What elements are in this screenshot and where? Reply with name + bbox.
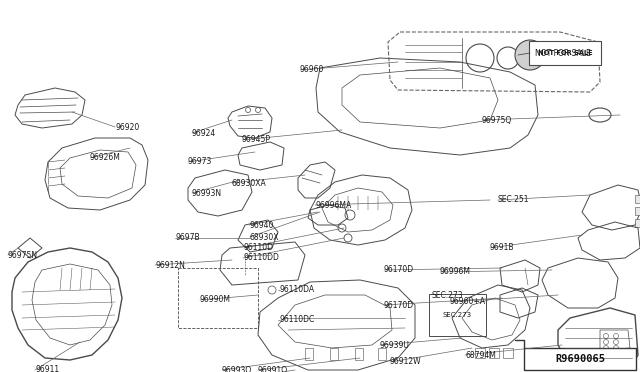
Text: 96991Q: 96991Q	[258, 366, 288, 372]
Text: 96945P: 96945P	[242, 135, 271, 144]
Text: 96975Q: 96975Q	[482, 115, 512, 125]
Text: 96990M: 96990M	[200, 295, 231, 305]
Text: 96993Q: 96993Q	[222, 366, 252, 372]
FancyBboxPatch shape	[524, 348, 636, 370]
Text: 96940: 96940	[249, 221, 273, 230]
Text: 96920: 96920	[115, 122, 140, 131]
Text: 96911: 96911	[35, 366, 59, 372]
Circle shape	[515, 40, 545, 70]
Text: 96996MA: 96996MA	[315, 201, 351, 209]
Text: 96926M: 96926M	[90, 154, 121, 163]
Text: 96960+A: 96960+A	[450, 298, 486, 307]
Text: NOT FOR SALE: NOT FOR SALE	[538, 50, 592, 56]
Text: 96924: 96924	[192, 128, 216, 138]
Text: 9697B: 9697B	[175, 234, 200, 243]
Text: R9690065: R9690065	[555, 354, 605, 364]
Text: 96975N: 96975N	[8, 250, 38, 260]
Text: 96110DC: 96110DC	[280, 315, 316, 324]
Text: SEC.273: SEC.273	[442, 312, 472, 318]
Text: 96170D: 96170D	[384, 301, 414, 310]
Text: 68930X: 68930X	[250, 232, 280, 241]
Text: 96110DD: 96110DD	[243, 253, 279, 263]
Bar	[635, 207, 640, 215]
Text: 96939U: 96939U	[380, 340, 410, 350]
Text: SEC.273: SEC.273	[432, 291, 463, 299]
Bar	[178, 268, 258, 328]
Text: 96170D: 96170D	[384, 266, 414, 275]
FancyBboxPatch shape	[529, 41, 601, 65]
Text: NOT FOR SALE: NOT FOR SALE	[535, 48, 591, 58]
Bar	[635, 219, 640, 227]
Text: 96996M: 96996M	[440, 267, 471, 276]
Text: 96960: 96960	[300, 65, 324, 74]
Text: 9691B: 9691B	[490, 244, 515, 253]
Text: 96912N: 96912N	[155, 260, 185, 269]
Text: SEC.251: SEC.251	[498, 196, 529, 205]
Bar	[635, 195, 640, 203]
FancyBboxPatch shape	[429, 294, 486, 336]
Text: 96110D: 96110D	[244, 244, 274, 253]
Text: 96912W: 96912W	[390, 357, 422, 366]
Text: 96110DA: 96110DA	[280, 285, 315, 295]
Text: 96993N: 96993N	[192, 189, 222, 198]
Text: 68930XA: 68930XA	[232, 179, 267, 187]
Text: 68794M: 68794M	[465, 350, 496, 359]
Text: 96973: 96973	[188, 157, 212, 167]
